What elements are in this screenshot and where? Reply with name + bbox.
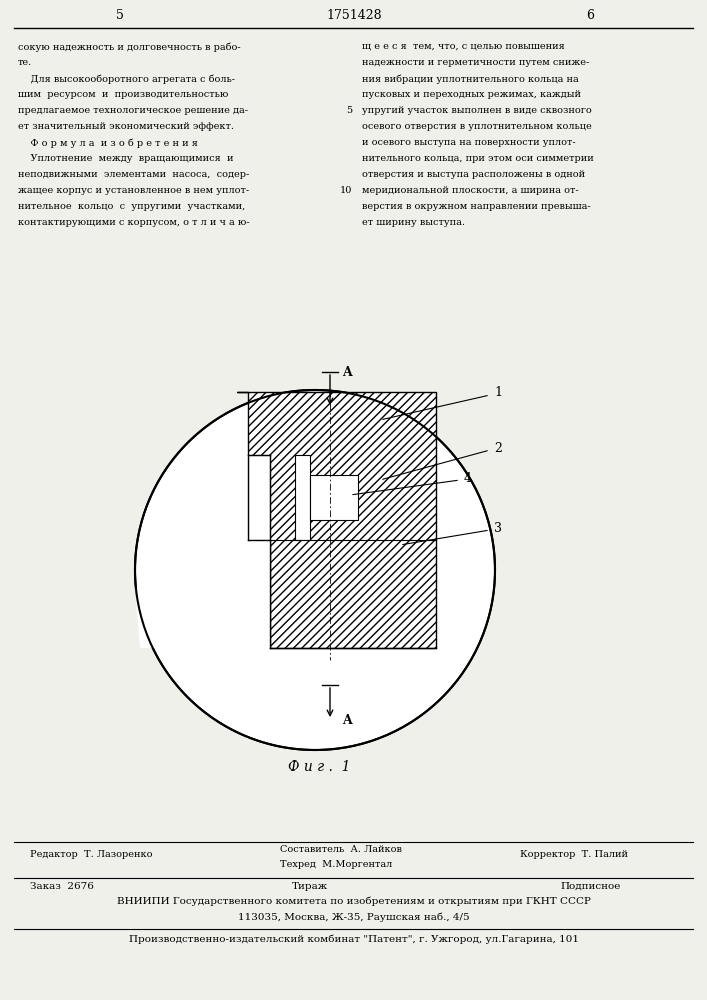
Text: Составитель  А. Лайков: Составитель А. Лайков [280,845,402,854]
Text: Подписное: Подписное [560,882,620,891]
Text: Ф о р м у л а  и з о б р е т е н и я: Ф о р м у л а и з о б р е т е н и я [18,138,198,147]
Text: A: A [342,365,352,378]
Text: отверстия и выступа расположены в одной: отверстия и выступа расположены в одной [362,170,585,179]
Text: ния вибрации уплотнительного кольца на: ния вибрации уплотнительного кольца на [362,74,579,84]
Text: Редактор  Т. Лазоренко: Редактор Т. Лазоренко [30,850,153,859]
Text: пусковых и переходных режимах, каждый: пусковых и переходных режимах, каждый [362,90,581,99]
Text: 4: 4 [464,472,472,485]
Text: A: A [342,714,352,726]
Text: шим  ресурсом  и  производительностью: шим ресурсом и производительностью [18,90,228,99]
Text: нительного кольца, при этом оси симметрии: нительного кольца, при этом оси симметри… [362,154,594,163]
Text: надежности и герметичности путем сниже-: надежности и герметичности путем сниже- [362,58,589,67]
Text: Тираж: Тираж [292,882,328,891]
Text: Корректор  Т. Палий: Корректор Т. Палий [520,850,628,859]
Text: 113035, Москва, Ж-35, Раушская наб., 4/5: 113035, Москва, Ж-35, Раушская наб., 4/5 [238,912,470,922]
Text: 1751428: 1751428 [326,9,382,22]
Text: Ф и г .  1: Ф и г . 1 [288,760,351,774]
Text: Заказ  2676: Заказ 2676 [30,882,94,891]
Text: ет ширину выступа.: ет ширину выступа. [362,218,465,227]
Text: жащее корпус и установленное в нем уплот-: жащее корпус и установленное в нем уплот… [18,186,249,195]
Text: Техред  М.Моргентал: Техред М.Моргентал [280,860,392,869]
Text: 6: 6 [586,9,594,22]
Text: сокую надежность и долговечность в рабо-: сокую надежность и долговечность в рабо- [18,42,240,51]
Text: ет значительный экономический эффект.: ет значительный экономический эффект. [18,122,234,131]
Text: упругий участок выполнен в виде сквозного: упругий участок выполнен в виде сквозног… [362,106,592,115]
Polygon shape [295,455,310,540]
Text: те.: те. [18,58,33,67]
Text: предлагаемое технологическое решение да-: предлагаемое технологическое решение да- [18,106,248,115]
Text: Уплотнение  между  вращающимися  и: Уплотнение между вращающимися и [18,154,233,163]
Text: меридиональной плоскости, а ширина от-: меридиональной плоскости, а ширина от- [362,186,578,195]
Text: 1: 1 [494,386,502,399]
Text: ВНИИПИ Государственного комитета по изобретениям и открытиям при ГКНТ СССР: ВНИИПИ Государственного комитета по изоб… [117,897,591,906]
Text: 5: 5 [346,106,352,115]
Text: 5: 5 [116,9,124,22]
Text: Производственно-издательский комбинат "Патент", г. Ужгород, ул.Гагарина, 101: Производственно-издательский комбинат "П… [129,935,579,944]
Polygon shape [135,455,270,648]
Text: неподвижными  элементами  насоса,  содер-: неподвижными элементами насоса, содер- [18,170,250,179]
Text: нительное  кольцо  с  упругими  участками,: нительное кольцо с упругими участками, [18,202,245,211]
Text: 3: 3 [494,522,502,534]
Polygon shape [248,455,270,540]
Text: Для высокооборотного агрегата с боль-: Для высокооборотного агрегата с боль- [18,74,235,84]
Text: и осевого выступа на поверхности уплот-: и осевого выступа на поверхности уплот- [362,138,575,147]
Polygon shape [135,390,495,750]
Text: контактирующими с корпусом, о т л и ч а ю-: контактирующими с корпусом, о т л и ч а … [18,218,250,227]
Text: щ е е с я  тем, что, с целью повышения: щ е е с я тем, что, с целью повышения [362,42,565,51]
Polygon shape [310,475,358,520]
Text: осевого отверстия в уплотнительном кольце: осевого отверстия в уплотнительном кольц… [362,122,592,131]
Text: 2: 2 [494,442,502,454]
Polygon shape [237,392,436,648]
Text: верстия в окружном направлении превыша-: верстия в окружном направлении превыша- [362,202,590,211]
Text: 10: 10 [339,186,352,195]
